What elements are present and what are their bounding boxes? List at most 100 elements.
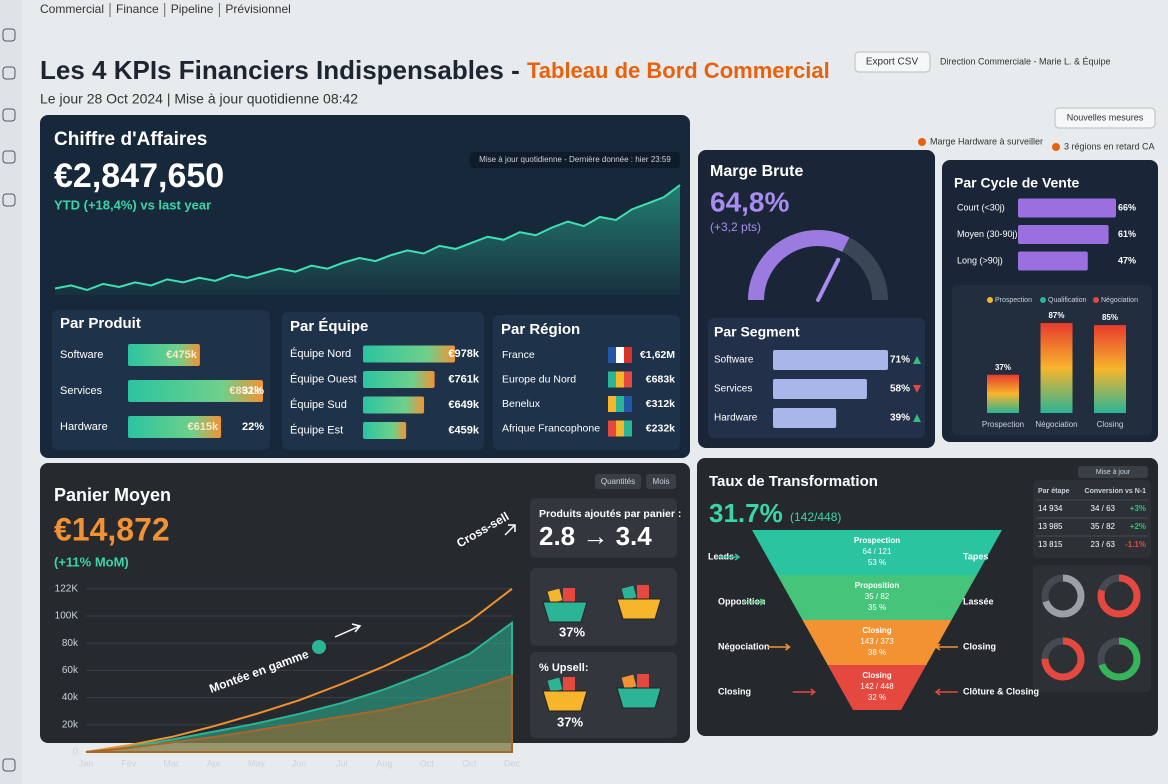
row-name: Équipe Nord	[290, 347, 351, 360]
nav-link[interactable]: Prévisionnel	[225, 2, 290, 16]
funnel-stage	[802, 620, 952, 665]
measures-button[interactable]	[1054, 107, 1156, 129]
sidebar-icon	[2, 108, 16, 122]
item-icon	[637, 585, 649, 599]
panel-title: Par Produit	[60, 315, 141, 332]
table-header: Conversion vs N-1	[1085, 488, 1147, 495]
bar-label: 47%	[1118, 255, 1136, 265]
bar	[363, 371, 435, 388]
table-cell: +3%	[1130, 504, 1146, 513]
flag-stripe	[624, 371, 632, 388]
nav-link[interactable]: Commercial	[40, 2, 104, 16]
y-tick-label: 80k	[62, 638, 79, 649]
x-tick-label: Apr	[207, 758, 221, 768]
legend-label: Négociation	[1101, 297, 1138, 304]
funnel-arrow	[934, 598, 958, 606]
sidebar-icon	[2, 66, 16, 80]
margin-value: 64,8%	[710, 186, 789, 217]
bar	[773, 379, 867, 399]
row-name: Europe du Nord	[502, 373, 576, 385]
funnel-right-label: Lassée	[963, 596, 994, 606]
y-tick-label: 40k	[62, 692, 79, 703]
bar	[1018, 225, 1109, 244]
stage-name: Prospection	[854, 536, 900, 545]
sidebar-icon	[2, 150, 16, 164]
cross-share: 37%	[559, 624, 585, 639]
added-value: 2.8 → 3.4	[539, 521, 652, 551]
legend-label: Qualification	[1048, 297, 1087, 304]
upsell-title: % Upsell:	[539, 662, 589, 674]
title: Les 4 KPIs Financiers Indispensables - T…	[40, 55, 830, 85]
x-tick-label: Fév	[121, 758, 137, 768]
stage-line: 32 %	[868, 693, 886, 702]
segment-panel	[708, 318, 925, 438]
basket-icon	[542, 601, 588, 623]
sidebar-icon	[2, 193, 16, 207]
y-tick-label: 100K	[55, 611, 79, 622]
flag-stripe	[608, 347, 616, 363]
sidebar-icon	[2, 28, 16, 42]
toggle-button[interactable]	[595, 474, 641, 489]
upsell-box	[530, 652, 677, 738]
funnel-left-label: Négociation	[718, 641, 770, 651]
funnel-arrow	[934, 643, 958, 651]
share-label: 22%	[242, 421, 264, 433]
funnel-arrow	[742, 598, 766, 606]
row-name: Benelux	[502, 398, 541, 410]
nav-link[interactable]: Pipeline	[171, 2, 214, 16]
table-cell: 34 / 63	[1091, 504, 1116, 513]
funnel-right-label: Closing	[963, 641, 996, 651]
funnel-arrow	[792, 688, 816, 696]
user-label: Direction Commerciale - Marie L. & Équip…	[940, 56, 1111, 66]
y-tick-label: 122K	[55, 583, 79, 594]
legend-swatch	[1093, 297, 1099, 303]
upsell-share: 37%	[557, 714, 583, 729]
export-button[interactable]	[854, 51, 931, 73]
stage-category: Closing	[1097, 420, 1124, 429]
revenue-value: €2,847,650	[54, 157, 224, 195]
sidebar-icon	[2, 758, 16, 772]
export-label: Export CSV	[866, 57, 919, 68]
added-title: Produits ajoutés par panier :	[539, 508, 681, 520]
toggle-button[interactable]	[646, 474, 676, 489]
y-tick-label: 60k	[62, 665, 79, 676]
table-button-label: Mise à jour	[1096, 469, 1131, 476]
region-label: €312k	[646, 398, 675, 410]
donut-value	[1041, 574, 1085, 618]
nav-link[interactable]: Finance	[116, 2, 159, 16]
funnel-stage	[777, 575, 977, 620]
item-icon	[547, 677, 563, 693]
row-name: Équipe Sud	[290, 398, 347, 411]
row-name: Afrique Francophone	[502, 422, 600, 434]
table-cell: 13 815	[1038, 540, 1063, 549]
funnel-arrow	[767, 643, 791, 651]
legend-swatch	[1040, 297, 1046, 303]
region-label: €1,62M	[640, 349, 675, 361]
flag-stripe	[616, 420, 624, 437]
stage-name: Closing	[862, 626, 891, 635]
title-accent: Tableau de Bord Commercial	[527, 58, 830, 83]
alert: Marge Hardware à surveiller	[930, 136, 1043, 146]
panel-title: Par Région	[501, 321, 580, 338]
revenue-line	[54, 184, 681, 292]
basket-icon	[542, 690, 588, 712]
alert-icon	[918, 138, 926, 146]
panel-title: Par Segment	[714, 324, 800, 340]
legend-label: Prospection	[995, 297, 1032, 304]
bar	[1018, 251, 1088, 271]
bar	[363, 422, 407, 439]
row-name: Hardware	[60, 421, 108, 433]
bar	[363, 396, 425, 414]
region-panel	[493, 315, 680, 450]
item-icon	[563, 677, 575, 691]
stage-line: 53 %	[868, 558, 886, 567]
x-tick-label: Oct	[462, 758, 477, 768]
table-button[interactable]	[1078, 466, 1148, 478]
x-tick-label: Jun	[292, 758, 307, 768]
bar-label: 66%	[1118, 202, 1136, 212]
item-icon	[637, 674, 649, 688]
funnel-right-label: Clôture & Closing	[963, 686, 1039, 696]
basket-value: €14,872	[54, 511, 170, 547]
row-name: Hardware	[714, 413, 758, 424]
